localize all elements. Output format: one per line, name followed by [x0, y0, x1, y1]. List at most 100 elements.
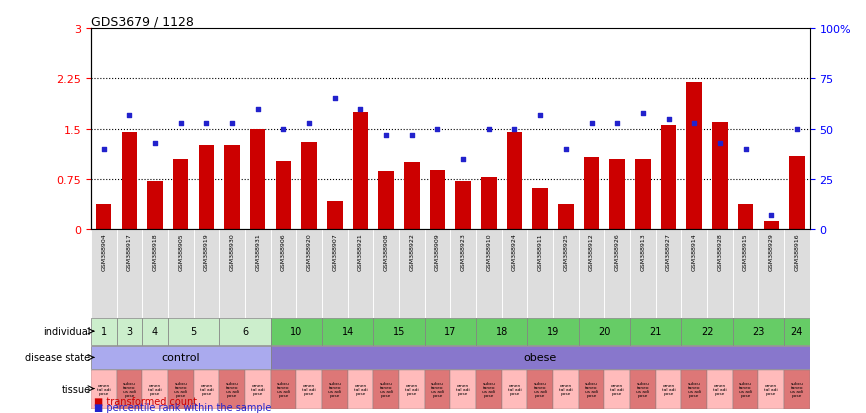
FancyBboxPatch shape [527, 318, 578, 346]
FancyBboxPatch shape [270, 230, 296, 318]
Bar [250, 129, 266, 230]
FancyBboxPatch shape [424, 230, 450, 318]
Point [456, 156, 470, 163]
Text: omen
tal adi
pose: omen tal adi pose [353, 382, 367, 394]
FancyBboxPatch shape [450, 230, 476, 318]
Text: 14: 14 [341, 326, 354, 336]
FancyBboxPatch shape [373, 318, 424, 346]
Point [533, 112, 547, 119]
Text: tissue: tissue [61, 384, 90, 394]
Text: GSM388909: GSM388909 [435, 233, 440, 270]
Point [559, 146, 572, 153]
Bar [96, 204, 112, 230]
Bar [173, 159, 189, 230]
FancyBboxPatch shape [476, 230, 501, 318]
Point [507, 126, 521, 133]
Bar [661, 126, 676, 230]
Bar [584, 157, 599, 230]
FancyBboxPatch shape [476, 318, 527, 346]
Text: subcu
taneo
us adi
pose: subcu taneo us adi pose [277, 381, 290, 396]
Point [148, 140, 162, 147]
Point [688, 120, 701, 127]
Bar [635, 159, 650, 230]
FancyBboxPatch shape [501, 370, 527, 409]
Text: control: control [161, 353, 200, 363]
Text: subcu
taneo
us adi
pose: subcu taneo us adi pose [379, 381, 392, 396]
Point [122, 112, 136, 119]
Text: 20: 20 [598, 326, 611, 336]
Text: GSM388912: GSM388912 [589, 233, 594, 270]
Point [276, 126, 290, 133]
FancyBboxPatch shape [142, 230, 168, 318]
FancyBboxPatch shape [219, 370, 245, 409]
FancyBboxPatch shape [784, 370, 810, 409]
FancyBboxPatch shape [347, 370, 373, 409]
FancyBboxPatch shape [604, 370, 630, 409]
Text: GSM388929: GSM388929 [769, 233, 773, 270]
Text: subcu
taneo
us adi
pose: subcu taneo us adi pose [123, 381, 136, 396]
Text: GSM388923: GSM388923 [461, 233, 466, 270]
Text: GSM388922: GSM388922 [410, 233, 414, 270]
Bar [404, 163, 419, 230]
Text: 15: 15 [393, 326, 405, 336]
Text: GSM388913: GSM388913 [640, 233, 645, 270]
Text: subcu
taneo
us adi
pose: subcu taneo us adi pose [688, 381, 701, 396]
FancyBboxPatch shape [296, 230, 322, 318]
Bar [764, 222, 779, 230]
Text: GSM388917: GSM388917 [127, 233, 132, 270]
Text: subcu
taneo
us adi
pose: subcu taneo us adi pose [791, 381, 804, 396]
Bar [481, 178, 496, 230]
FancyBboxPatch shape [219, 230, 245, 318]
Text: 21: 21 [650, 326, 662, 336]
FancyBboxPatch shape [91, 318, 117, 346]
Text: GSM388904: GSM388904 [101, 233, 107, 270]
Text: GSM388911: GSM388911 [538, 233, 543, 270]
FancyBboxPatch shape [245, 370, 270, 409]
Text: 18: 18 [495, 326, 507, 336]
Text: GSM388908: GSM388908 [384, 233, 389, 270]
Text: 23: 23 [753, 326, 765, 336]
Text: subcu
taneo
us adi
pose: subcu taneo us adi pose [482, 381, 495, 396]
Bar [533, 188, 548, 230]
FancyBboxPatch shape [733, 370, 759, 409]
Point [328, 96, 342, 102]
FancyBboxPatch shape [476, 370, 501, 409]
FancyBboxPatch shape [168, 230, 194, 318]
FancyBboxPatch shape [759, 370, 784, 409]
Bar [122, 133, 137, 230]
Text: GSM388910: GSM388910 [487, 233, 491, 270]
Text: subcu
taneo
us adi
pose: subcu taneo us adi pose [174, 381, 187, 396]
Text: GSM388928: GSM388928 [717, 233, 722, 270]
FancyBboxPatch shape [91, 230, 117, 318]
Text: GSM388914: GSM388914 [692, 233, 696, 270]
Text: GSM388916: GSM388916 [794, 233, 799, 270]
Point [585, 120, 598, 127]
Point [481, 126, 495, 133]
FancyBboxPatch shape [194, 370, 219, 409]
FancyBboxPatch shape [347, 230, 373, 318]
Point [302, 120, 316, 127]
FancyBboxPatch shape [450, 370, 476, 409]
FancyBboxPatch shape [630, 318, 682, 346]
Point [713, 140, 727, 147]
Text: 4: 4 [152, 326, 158, 336]
FancyBboxPatch shape [784, 318, 810, 346]
Text: GSM388926: GSM388926 [615, 233, 620, 270]
FancyBboxPatch shape [245, 230, 270, 318]
Bar [224, 146, 240, 230]
FancyBboxPatch shape [117, 230, 142, 318]
FancyBboxPatch shape [604, 230, 630, 318]
FancyBboxPatch shape [91, 370, 117, 409]
FancyBboxPatch shape [682, 370, 707, 409]
Text: omen
tal adi
pose: omen tal adi pose [302, 382, 316, 394]
Text: 1: 1 [100, 326, 107, 336]
Point [790, 126, 804, 133]
Text: ■ percentile rank within the sample: ■ percentile rank within the sample [94, 402, 271, 412]
FancyBboxPatch shape [656, 230, 682, 318]
FancyBboxPatch shape [270, 347, 810, 370]
Bar [610, 159, 625, 230]
Bar [738, 204, 753, 230]
Text: individual: individual [43, 326, 90, 336]
FancyBboxPatch shape [373, 230, 399, 318]
Text: subcu
taneo
us adi
pose: subcu taneo us adi pose [533, 381, 546, 396]
